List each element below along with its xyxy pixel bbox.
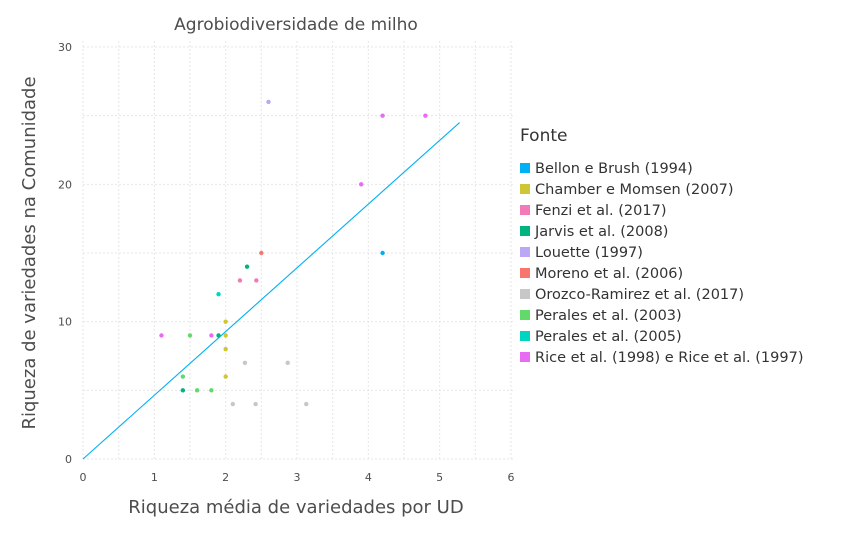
y-tick-label: 0 bbox=[65, 453, 72, 466]
legend-label: Moreno et al. (2006) bbox=[535, 266, 683, 282]
legend-label: Chamber e Momsen (2007) bbox=[535, 182, 734, 198]
data-point bbox=[216, 292, 221, 297]
data-point bbox=[259, 250, 264, 256]
x-tick-label: 0 bbox=[80, 471, 87, 484]
legend-swatch bbox=[520, 331, 530, 341]
y-axis-ticks: 0 10 20 30 bbox=[58, 41, 72, 466]
data-point bbox=[380, 113, 385, 118]
data-point bbox=[423, 113, 428, 118]
legend-label: Bellon e Brush (1994) bbox=[535, 161, 693, 177]
legend: Bellon e Brush (1994) Chamber e Momsen (2… bbox=[520, 161, 803, 366]
data-point bbox=[180, 388, 186, 393]
data-point bbox=[216, 333, 221, 338]
y-tick-label: 20 bbox=[58, 178, 72, 191]
y-axis-label: Riqueza de variedades na Comunidade bbox=[19, 76, 40, 429]
data-point bbox=[244, 264, 250, 269]
x-tick-label: 3 bbox=[294, 471, 301, 484]
x-tick-label: 2 bbox=[222, 471, 229, 484]
x-tick-label: 5 bbox=[436, 471, 443, 484]
data-point bbox=[304, 401, 309, 407]
data-point bbox=[209, 388, 214, 393]
data-point bbox=[380, 250, 385, 256]
data-point bbox=[194, 388, 200, 393]
x-axis-ticks: 0 1 2 3 4 5 6 bbox=[80, 471, 515, 484]
legend-swatch bbox=[520, 226, 530, 236]
legend-label: Perales et al. (2003) bbox=[535, 308, 682, 324]
data-point bbox=[359, 182, 364, 187]
data-point bbox=[223, 346, 228, 352]
legend-swatch bbox=[520, 310, 530, 320]
legend-label: Jarvis et al. (2008) bbox=[534, 224, 668, 240]
data-point bbox=[242, 360, 248, 366]
data-point bbox=[223, 333, 228, 338]
legend-swatch bbox=[520, 352, 530, 362]
legend-label: Orozco-Ramirez et al. (2017) bbox=[535, 287, 744, 303]
data-point bbox=[187, 333, 193, 338]
data-points bbox=[159, 99, 428, 407]
legend-label: Perales et al. (2005) bbox=[535, 329, 682, 345]
data-point bbox=[159, 333, 164, 338]
data-point bbox=[285, 360, 290, 366]
x-axis-label: Riqueza média de variedades por UD bbox=[128, 497, 463, 518]
data-point bbox=[266, 99, 271, 105]
legend-label: Fenzi et al. (2017) bbox=[535, 203, 666, 219]
legend-label: Louette (1997) bbox=[535, 245, 643, 261]
x-tick-label: 6 bbox=[508, 471, 515, 484]
data-point bbox=[230, 401, 235, 407]
legend-swatch bbox=[520, 268, 530, 278]
data-point bbox=[223, 319, 228, 324]
y-tick-label: 30 bbox=[58, 41, 72, 54]
data-point bbox=[223, 374, 228, 379]
data-point bbox=[209, 333, 214, 338]
chart-title: Agrobiodiversidade de milho bbox=[174, 15, 418, 35]
data-point bbox=[254, 278, 259, 283]
x-tick-label: 4 bbox=[365, 471, 372, 484]
x-tick-label: 1 bbox=[151, 471, 158, 484]
legend-swatch bbox=[520, 289, 530, 299]
data-point bbox=[253, 401, 258, 407]
legend-swatch bbox=[520, 247, 530, 257]
legend-swatch bbox=[520, 205, 530, 215]
grid-lines bbox=[82, 41, 515, 460]
trend-line bbox=[82, 122, 461, 460]
legend-swatch bbox=[520, 184, 530, 194]
y-tick-label: 10 bbox=[58, 316, 72, 329]
legend-title: Fonte bbox=[520, 126, 567, 146]
trend-line-group bbox=[82, 122, 461, 460]
legend-swatch bbox=[520, 163, 530, 173]
legend-label: Rice et al. (1998) e Rice et al. (1997) bbox=[535, 350, 803, 366]
data-point bbox=[237, 278, 243, 283]
data-point bbox=[180, 374, 186, 379]
